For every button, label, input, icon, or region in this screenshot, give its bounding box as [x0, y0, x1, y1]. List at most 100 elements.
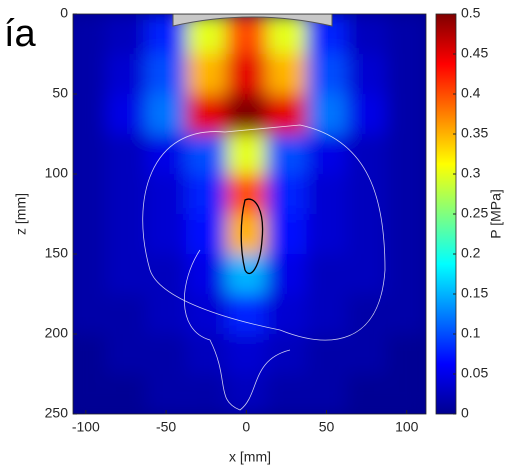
- heatmap-cell: [226, 134, 267, 174]
- heatmap-cell: [266, 374, 307, 414]
- heatmap-cell: [105, 174, 147, 214]
- heatmap-cell: [386, 14, 426, 54]
- x-tick-label: 100: [395, 419, 419, 435]
- heatmap-cell: [226, 214, 267, 254]
- heatmap-cell: [266, 94, 307, 134]
- colorbar-label: P [MPa]: [488, 189, 504, 239]
- x-tick-label: -100: [72, 419, 100, 435]
- heatmap-cell: [306, 254, 347, 294]
- heatmap-cell: [146, 94, 187, 134]
- heatmap-cell: [146, 214, 187, 254]
- heatmap-cell: [346, 94, 387, 134]
- contour: [240, 198, 264, 275]
- heatmap-cell: [105, 54, 147, 94]
- heatmap-cell: [306, 174, 347, 214]
- colorbar-tick-label: 0: [461, 405, 469, 421]
- heatmap-cell: [105, 134, 147, 174]
- heatmap-cell: [266, 214, 307, 254]
- colorbar-tick-label: 0.2: [461, 245, 481, 261]
- colorbar-tick-label: 0.45: [461, 45, 488, 61]
- colorbar-tick-label: 0.5: [461, 5, 481, 21]
- colorbar-tick-label: 0.15: [461, 285, 488, 301]
- heatmap-cell: [146, 54, 187, 94]
- heatmap-cell: [266, 134, 307, 174]
- heatmap-cell: [346, 254, 387, 294]
- heatmap-cell: [306, 94, 347, 134]
- heatmap-cell: [186, 294, 227, 334]
- heatmap-cell: [73, 134, 106, 174]
- heatmap-cell: [386, 174, 426, 214]
- x-tick-label: 50: [319, 419, 335, 435]
- plot-frame: [72, 13, 427, 415]
- x-tick-label: 0: [242, 419, 250, 435]
- heatmap-cell: [105, 334, 147, 374]
- heatmap-cell: [186, 254, 227, 294]
- heatmap-cell: [386, 374, 426, 414]
- heatmap-cell: [266, 54, 307, 94]
- colorbar-tick-label: 0.1: [461, 325, 481, 341]
- heatmap-cell: [146, 334, 187, 374]
- cells: [73, 14, 426, 414]
- heatmap-cell: [226, 54, 267, 94]
- heatmap-cell: [226, 174, 267, 214]
- heatmap-cell: [266, 254, 307, 294]
- heatmap-cell: [266, 334, 307, 374]
- heatmap-cell: [386, 94, 426, 134]
- y-tick-label: 100: [45, 165, 69, 181]
- heatmap-cell: [346, 374, 387, 414]
- heatmap-cell: [105, 294, 147, 334]
- y-tick-label: 50: [52, 85, 68, 101]
- colorbar-tick-label: 0.3: [461, 165, 481, 181]
- contour: [142, 124, 386, 341]
- transducer: [172, 14, 333, 27]
- heatmap-cell: [306, 334, 347, 374]
- heatmap-cell: [306, 374, 347, 414]
- heatmap-cell: [386, 254, 426, 294]
- heatmap-cell: [146, 374, 187, 414]
- y-tick-label: 150: [45, 245, 69, 261]
- heatmap-cell: [146, 254, 187, 294]
- heatmap-cell: [266, 294, 307, 334]
- colorbar-tick-label: 0.35: [461, 125, 488, 141]
- heatmap-cell: [346, 174, 387, 214]
- heatmap-cell: [105, 94, 147, 134]
- heatmap-cell: [73, 54, 106, 94]
- heatmap-cell: [346, 294, 387, 334]
- y-tick-label: 200: [45, 325, 69, 341]
- heatmap-cell: [306, 214, 347, 254]
- y-tick-label: 250: [45, 405, 69, 421]
- heatmap-cell: [266, 174, 307, 214]
- heatmap-cell: [226, 334, 267, 374]
- heatmap-cell: [386, 334, 426, 374]
- heatmap-cell: [73, 94, 106, 134]
- contour: [183, 249, 291, 411]
- cropped-text: ía: [4, 13, 37, 55]
- heatmap-cell: [186, 54, 227, 94]
- heatmap-cell: [73, 374, 106, 414]
- x-tick-label: -50: [156, 419, 176, 435]
- heatmap-cell: [73, 294, 106, 334]
- colorbar-tick-label: 0.05: [461, 365, 488, 381]
- heatmap-cell: [386, 214, 426, 254]
- field: [73, 14, 426, 414]
- heatmap-cell: [346, 214, 387, 254]
- colorbar-tick-label: 0.4: [461, 85, 481, 101]
- heatmap-cell: [73, 254, 106, 294]
- heatmap-cell: [186, 134, 227, 174]
- heatmap-cell: [346, 14, 387, 54]
- heatmap-cell: [346, 54, 387, 94]
- y-axis-label: z [mm]: [13, 193, 29, 235]
- heatmap-cell: [105, 214, 147, 254]
- heatmap-cell: [226, 14, 267, 54]
- heatmap-cell: [105, 374, 147, 414]
- heatmap-cell: [386, 134, 426, 174]
- heatmap-cell: [306, 134, 347, 174]
- heatmap-cell: [73, 14, 106, 54]
- heatmap-cell: [186, 374, 227, 414]
- heatmap-cell: [226, 374, 267, 414]
- heatmap-cell: [146, 174, 187, 214]
- colorbar-tick-label: 0.25: [461, 205, 488, 221]
- heatmap-cell: [73, 174, 106, 214]
- heatmap-cell: [226, 94, 267, 134]
- heatmap-cell: [226, 254, 267, 294]
